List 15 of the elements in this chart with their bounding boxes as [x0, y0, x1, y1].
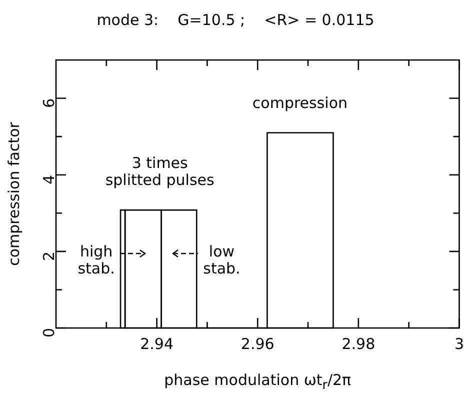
- x-tick-label: 2.98: [342, 334, 376, 353]
- x-tick-label: 2.94: [140, 334, 174, 353]
- chart-title: mode 3: G=10.5 ; <R> = 0.0115: [96, 10, 374, 29]
- annotation: compression: [252, 94, 348, 112]
- y-tick-label: 0: [40, 328, 58, 338]
- y-axis-title: compression factor: [4, 121, 23, 266]
- x-tick-label: 3: [454, 334, 464, 353]
- annotation: 3 times splitted pulses: [105, 154, 215, 189]
- x-axis-title: phase modulation ωt$_{r}$/2π: [163, 371, 352, 392]
- y-tick-label: 6: [40, 98, 58, 108]
- y-tick-label: 2: [40, 251, 58, 261]
- annotation: low stab.: [203, 242, 240, 278]
- x-tick-label: 2.96: [240, 334, 274, 353]
- y-tick-label: 4: [40, 174, 58, 184]
- annotation: high stab.: [78, 242, 115, 278]
